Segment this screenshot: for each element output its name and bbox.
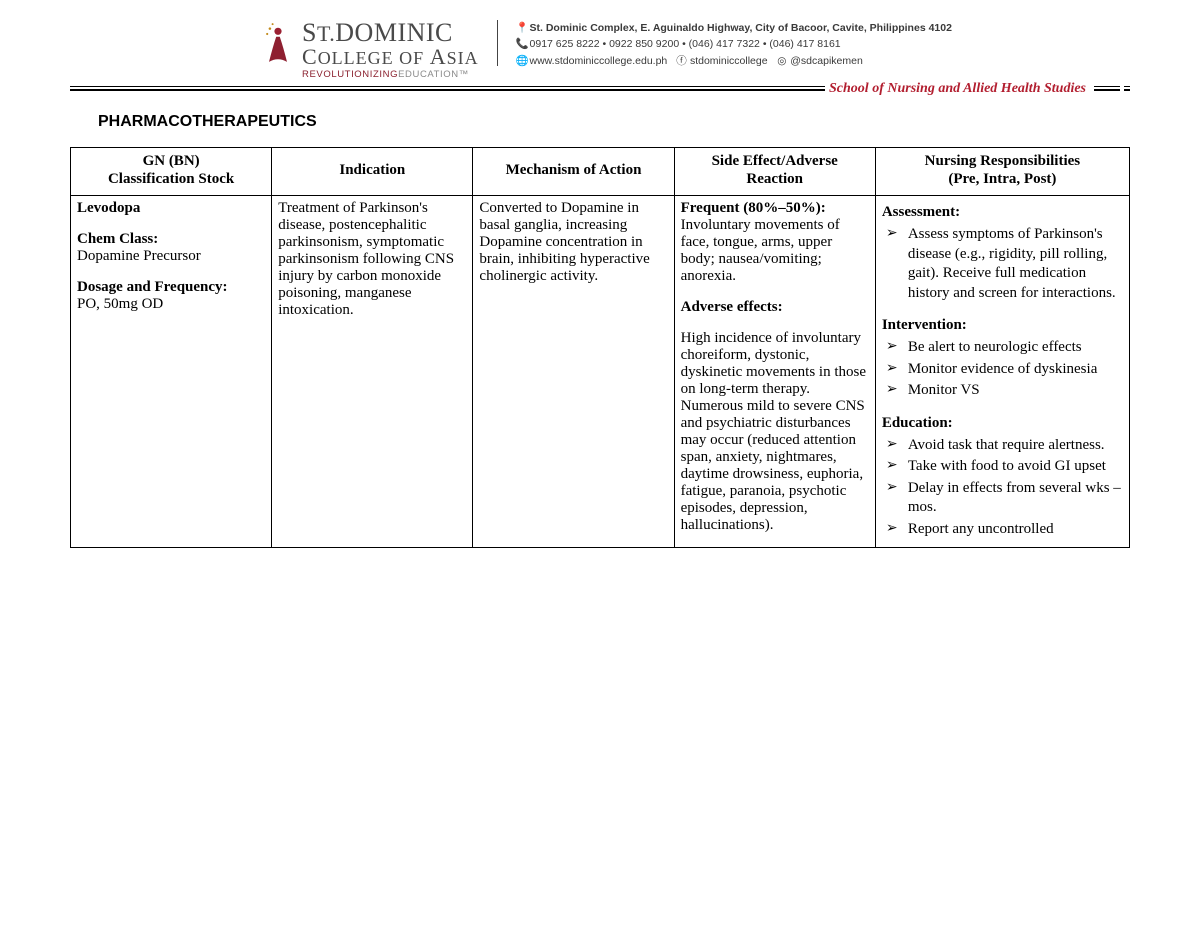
text: T.	[317, 21, 335, 46]
school-line: School of Nursing and Allied Health Stud…	[825, 81, 1124, 97]
instagram-icon: ◎	[776, 53, 787, 69]
drug-name: Levodopa	[77, 200, 140, 216]
college-logo-icon	[260, 20, 296, 66]
value: Dopamine Precursor	[77, 248, 201, 264]
page-title: PHARMACOTHERAPEUTICS	[98, 113, 1130, 131]
page: ST.DOMINIC COLLEGE OF ASIA REVOLUTIONIZI…	[0, 0, 1200, 578]
label: Chem Class:	[77, 231, 158, 247]
text: C	[302, 44, 318, 69]
divider	[497, 20, 498, 66]
ig-text: @sdcapikemen	[790, 55, 863, 67]
list-item: Assess symptoms of Parkinson's disease (…	[886, 225, 1123, 303]
cell-classification: Levodopa Chem Class: Dopamine Precursor …	[71, 196, 272, 548]
list-item: Delay in effects from several wks – mos.	[886, 479, 1123, 518]
intervention-list: Be alert to neurologic effectsMonitor ev…	[882, 338, 1123, 401]
globe-icon: 🌐	[516, 53, 527, 69]
indication-text: Treatment of Parkinson's disease, posten…	[278, 200, 466, 319]
contact-info: 📍 St. Dominic Complex, E. Aguinaldo High…	[516, 20, 952, 69]
cell-moa: Converted to Dopamine in basal ganglia, …	[473, 196, 674, 548]
th-nursing: Nursing Responsibilities (Pre, Intra, Po…	[875, 147, 1129, 196]
address-text: St. Dominic Complex, E. Aguinaldo Highwa…	[530, 22, 952, 34]
table-row: Levodopa Chem Class: Dopamine Precursor …	[71, 196, 1130, 548]
list-item: Monitor VS	[886, 381, 1123, 401]
school-name: School of Nursing and Allied Health Stud…	[829, 81, 1086, 97]
table-header-row: GN (BN) Classification Stock Indication …	[71, 147, 1130, 196]
assessment-list: Assess symptoms of Parkinson's disease (…	[882, 225, 1123, 303]
th-moa: Mechanism of Action	[473, 147, 674, 196]
fb-text: stdominiccollege	[690, 55, 768, 67]
cell-nursing: Assessment: Assess symptoms of Parkinson…	[875, 196, 1129, 548]
text: REVOLUTIONIZING	[302, 69, 398, 80]
education-list: Avoid task that require alertness.Take w…	[882, 436, 1123, 540]
facebook-icon: ⓕ	[676, 53, 687, 69]
th-indication: Indication	[272, 147, 473, 196]
cell-side-effects: Frequent (80%–50%): Involuntary movement…	[674, 196, 875, 548]
address-line: 📍 St. Dominic Complex, E. Aguinaldo High…	[516, 20, 952, 36]
th-side-effects: Side Effect/Adverse Reaction	[674, 147, 875, 196]
institution-name: ST.DOMINIC COLLEGE OF ASIA REVOLUTIONIZI…	[302, 20, 479, 80]
text: OLLEGE OF	[318, 48, 430, 68]
se-adverse-body: High incidence of involuntary choreiform…	[681, 330, 869, 534]
list-item: Avoid task that require alertness.	[886, 436, 1123, 456]
assessment-head: Assessment:	[882, 204, 1123, 221]
text: DOMINIC	[335, 18, 453, 47]
se-adverse-head: Adverse effects:	[681, 299, 783, 315]
web-line: 🌐 www.stdominiccollege.edu.ph ⓕ stdomini…	[516, 53, 952, 69]
text: A	[430, 44, 447, 69]
text: S	[302, 18, 317, 47]
text: EDUCATION™	[398, 69, 469, 80]
text: Reaction	[746, 171, 803, 187]
th-classification: GN (BN) Classification Stock	[71, 147, 272, 196]
rule-segment	[1094, 86, 1120, 91]
text: Nursing Responsibilities	[925, 153, 1080, 169]
logo-block: ST.DOMINIC COLLEGE OF ASIA REVOLUTIONIZI…	[260, 20, 479, 80]
text: Side Effect/Adverse	[712, 153, 838, 169]
phone-icon: 📞	[516, 36, 527, 52]
inst-line-1: ST.DOMINIC	[302, 20, 479, 46]
cell-indication: Treatment of Parkinson's disease, posten…	[272, 196, 473, 548]
education-head: Education:	[882, 415, 1123, 432]
letterhead: ST.DOMINIC COLLEGE OF ASIA REVOLUTIONIZI…	[70, 20, 1130, 80]
pin-icon: 📍	[516, 20, 527, 36]
text: SIA	[447, 48, 479, 68]
intervention-head: Intervention:	[882, 317, 1123, 334]
list-item: Monitor evidence of dyskinesia	[886, 360, 1123, 380]
phone-line: 📞 0917 625 8222 • 0922 850 9200 • (046) …	[516, 36, 952, 52]
text: GN (BN)	[143, 153, 200, 169]
text: Classification Stock	[108, 171, 234, 187]
inst-line-3: REVOLUTIONIZINGEDUCATION™	[302, 70, 479, 80]
phones-text: 0917 625 8222 • 0922 850 9200 • (046) 41…	[530, 38, 841, 50]
inst-line-2: COLLEGE OF ASIA	[302, 46, 479, 68]
moa-text: Converted to Dopamine in basal ganglia, …	[479, 200, 667, 285]
se-frequent-body: Involuntary movements of face, tongue, a…	[681, 217, 840, 284]
list-item: Take with food to avoid GI upset	[886, 457, 1123, 477]
value: PO, 50mg OD	[77, 296, 163, 312]
list-item: Report any uncontrolled	[886, 520, 1123, 540]
web-text: www.stdominiccollege.edu.ph	[530, 55, 668, 67]
se-frequent-head: Frequent (80%–50%):	[681, 200, 826, 216]
drug-table: GN (BN) Classification Stock Indication …	[70, 147, 1130, 549]
label: Dosage and Frequency:	[77, 279, 228, 295]
list-item: Be alert to neurologic effects	[886, 338, 1123, 358]
text: (Pre, Intra, Post)	[948, 171, 1056, 187]
